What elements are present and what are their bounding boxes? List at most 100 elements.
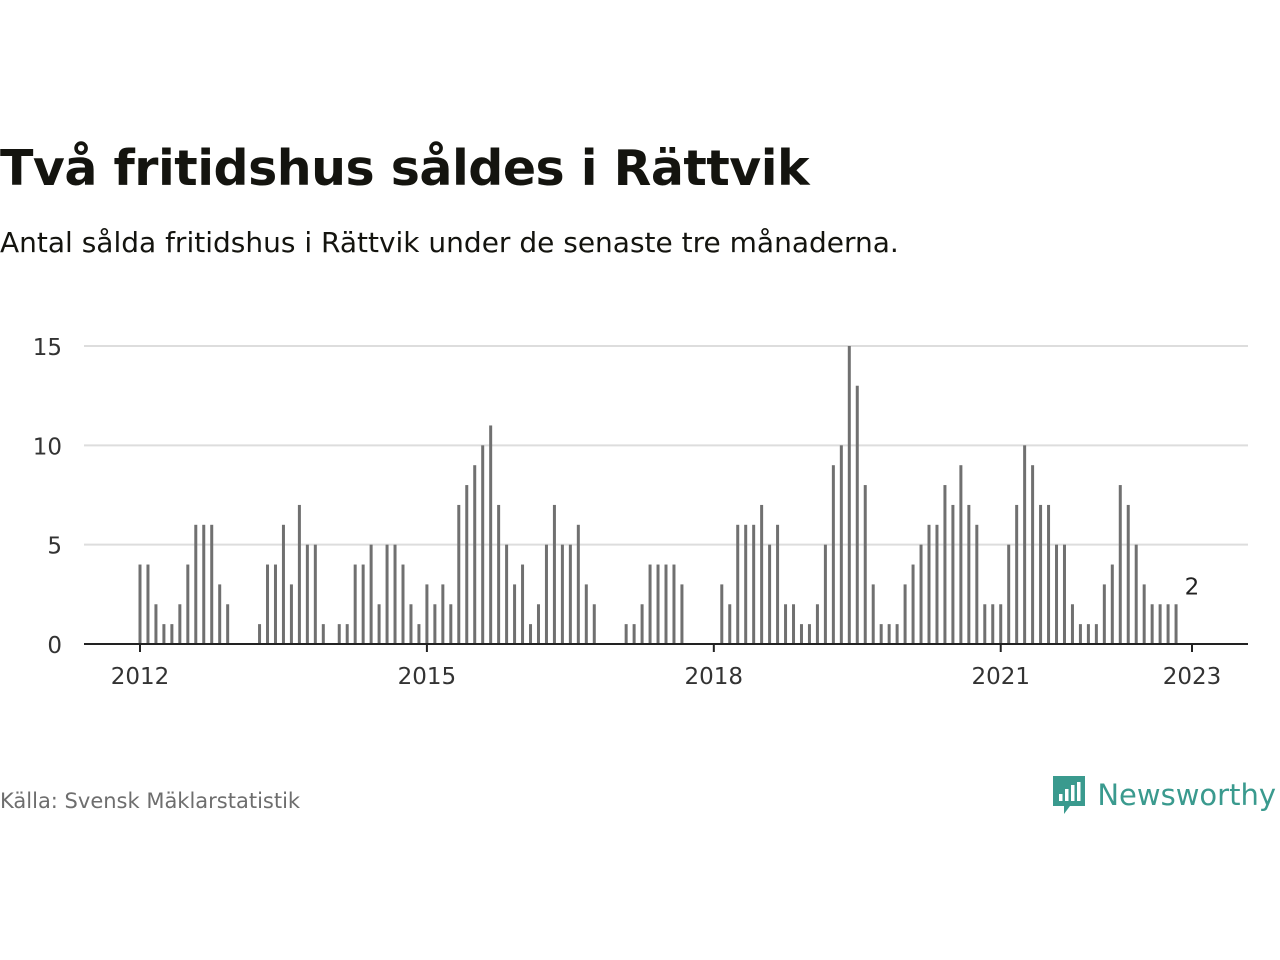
bar: [760, 504, 764, 644]
bar: [943, 485, 947, 644]
bar: [353, 564, 357, 644]
x-axis-ticks: 2012 2015 2018 2021 2023: [111, 644, 1222, 690]
brand-name: Newsworthy: [1097, 778, 1276, 812]
bar: [1158, 604, 1162, 644]
bar: [146, 564, 150, 644]
bar: [648, 564, 652, 644]
bar: [186, 564, 190, 644]
bar: [728, 604, 732, 644]
bar: [919, 544, 923, 644]
bar: [1110, 564, 1114, 644]
bar: [529, 624, 533, 644]
bar: [935, 524, 939, 644]
bar: [505, 544, 509, 644]
bar: [983, 604, 987, 644]
bar: [1086, 624, 1090, 644]
bar: [1102, 584, 1106, 644]
bar: [768, 544, 772, 644]
bar: [226, 604, 230, 644]
bar: [576, 524, 580, 644]
bar: [1070, 604, 1074, 644]
bar: [449, 604, 453, 644]
bar: [497, 504, 501, 644]
bar: [656, 564, 660, 644]
bar: [1062, 544, 1066, 644]
bar: [911, 564, 915, 644]
bar: [473, 465, 477, 644]
bar: [465, 485, 469, 644]
bar: [273, 564, 277, 644]
bar: [991, 604, 995, 644]
bar: [1174, 604, 1178, 644]
y-tick-label: 10: [33, 434, 62, 460]
bar: [1150, 604, 1154, 644]
bar: [385, 544, 389, 644]
bar: [927, 524, 931, 644]
bar: [138, 564, 142, 644]
bars: [138, 346, 1178, 644]
bar: [1039, 504, 1043, 644]
bar: [1142, 584, 1146, 644]
bar: [369, 544, 373, 644]
bar: [425, 584, 429, 644]
highlight-value-label: 2: [1185, 574, 1200, 600]
bar: [297, 504, 301, 644]
bar: [313, 544, 317, 644]
bar: [544, 544, 548, 644]
bar: [831, 465, 835, 644]
bar: [568, 544, 572, 644]
bar: [1166, 604, 1170, 644]
bar: [871, 584, 875, 644]
bar: [807, 624, 811, 644]
bar: [640, 604, 644, 644]
bar: [489, 425, 493, 644]
bar: [967, 504, 971, 644]
bar: [792, 604, 796, 644]
bar: [281, 524, 285, 644]
bar: [855, 385, 859, 644]
bar: [951, 504, 955, 644]
y-tick-label: 0: [47, 633, 62, 659]
bar: [752, 524, 756, 644]
bar: [210, 524, 214, 644]
bar: [441, 584, 445, 644]
bar: [289, 584, 293, 644]
bar: [457, 504, 461, 644]
bar: [361, 564, 365, 644]
bar: [815, 604, 819, 644]
bar: [887, 624, 891, 644]
bar: [1023, 445, 1027, 644]
bar: [879, 624, 883, 644]
x-tick-label: 2018: [685, 664, 744, 690]
bar: [170, 624, 174, 644]
bar: [959, 465, 963, 644]
x-tick-label: 2023: [1163, 664, 1222, 690]
bar: [784, 604, 788, 644]
bar: [393, 544, 397, 644]
chart-title: Två fritidshus såldes i Rättvik: [0, 140, 810, 197]
bar: [178, 604, 182, 644]
bar: [999, 604, 1003, 644]
bar: [560, 544, 564, 644]
x-tick-label: 2012: [111, 664, 170, 690]
bar: [218, 584, 222, 644]
chart-subtitle: Antal sålda fritidshus i Rättvik under d…: [0, 226, 899, 259]
bar: [202, 524, 206, 644]
bar: [1007, 544, 1011, 644]
bar: [1118, 485, 1122, 644]
bar: [839, 445, 843, 644]
bar: [1078, 624, 1082, 644]
brand-logo: Newsworthy: [1051, 774, 1276, 816]
bar: [895, 624, 899, 644]
bar: [536, 604, 540, 644]
bar: [433, 604, 437, 644]
bar: [632, 624, 636, 644]
bar: [736, 524, 740, 644]
bar: [720, 584, 724, 644]
bar: [154, 604, 158, 644]
bar: [266, 564, 270, 644]
bar: [337, 624, 341, 644]
bar: [481, 445, 485, 644]
bar: [513, 584, 517, 644]
